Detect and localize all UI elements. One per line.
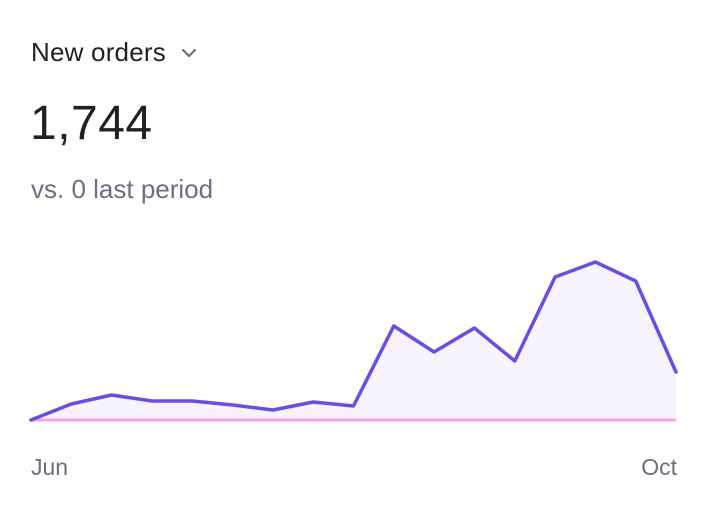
metric-value: 1,744 [30, 97, 153, 150]
x-axis-label-end: Oct [641, 454, 677, 480]
comparison-text: vs. 0 last period [31, 174, 214, 204]
series-area-fill [31, 262, 676, 420]
metric-label: New orders [31, 37, 166, 67]
series-line [29, 260, 678, 422]
metric-selector-dropdown[interactable]: New orders [31, 37, 198, 68]
x-axis-label-start: Jun [31, 454, 69, 480]
chevron-down-icon [181, 48, 197, 57]
